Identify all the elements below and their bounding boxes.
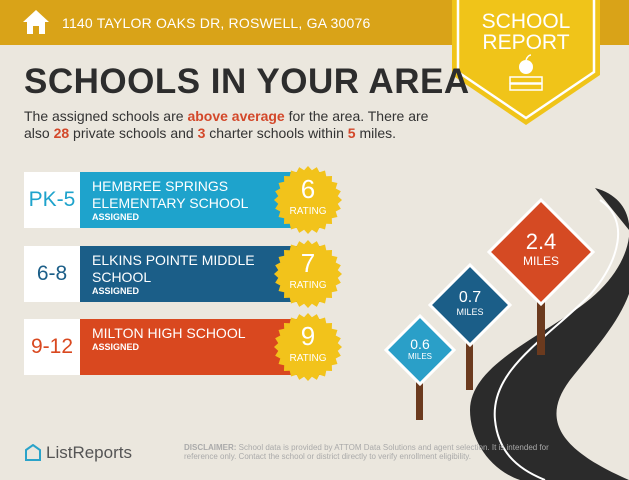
rating-label: RATING <box>289 280 327 291</box>
distance-sign <box>383 313 457 387</box>
school-status: ASSIGNED <box>92 342 140 352</box>
school-report-badge: SCHOOL REPORT <box>452 0 600 133</box>
rating-seal: 7 RATING <box>274 240 342 308</box>
grade-range: 9-12 <box>24 319 80 375</box>
rating-label: RATING <box>289 206 327 217</box>
distance-sign <box>427 262 513 348</box>
rating-seal: 6 RATING <box>274 166 342 234</box>
disclaimer: DISCLAIMER: School data is provided by A… <box>184 443 549 461</box>
page-title: SCHOOLS IN YOUR AREA <box>24 62 470 101</box>
badge-title-1: SCHOOL <box>481 10 571 33</box>
rating-value: 6 <box>300 174 316 204</box>
school-bar: HEMBREE SPRINGS ELEMENTARY SCHOOL ASSIGNE… <box>80 172 320 228</box>
rating-label: RATING <box>289 353 327 364</box>
distance-sign-text: 2.4 MILES <box>522 229 559 269</box>
school-name: ELKINS POINTE MIDDLE SCHOOL <box>92 252 255 285</box>
badge-title-2: REPORT <box>482 31 570 54</box>
distance-sign <box>486 197 596 307</box>
rating-value: 7 <box>300 248 316 278</box>
home-icon <box>23 10 49 34</box>
listreports-logo-icon <box>25 444 41 461</box>
grade-range: 6-8 <box>24 246 80 302</box>
school-name: MILTON HIGH SCHOOL <box>92 325 246 341</box>
distance-sign-text: 0.6 MILES <box>407 336 432 361</box>
school-status: ASSIGNED <box>92 286 140 296</box>
listreports-logo: ListReports <box>24 443 132 463</box>
school-row: 6-8 ELKINS POINTE MIDDLE SCHOOL ASSIGNED <box>24 246 324 302</box>
intro-text: The assigned schools are above average f… <box>24 108 429 141</box>
school-name: HEMBREE SPRINGS ELEMENTARY SCHOOL <box>92 178 249 211</box>
school-status: ASSIGNED <box>92 212 140 222</box>
property-address: 1140 TAYLOR OAKS DR, ROSWELL, GA 30076 <box>62 15 371 31</box>
distance-sign-text: 0.7 MILES <box>456 289 484 317</box>
school-bar: ELKINS POINTE MIDDLE SCHOOL ASSIGNED <box>80 246 320 302</box>
apple-books-icon <box>509 54 543 91</box>
rating-seal: 9 RATING <box>274 313 342 381</box>
school-row: PK-5 HEMBREE SPRINGS ELEMENTARY SCHOOL AS… <box>24 172 324 228</box>
grade-range: PK-5 <box>24 172 80 228</box>
rating-value: 9 <box>300 321 316 351</box>
